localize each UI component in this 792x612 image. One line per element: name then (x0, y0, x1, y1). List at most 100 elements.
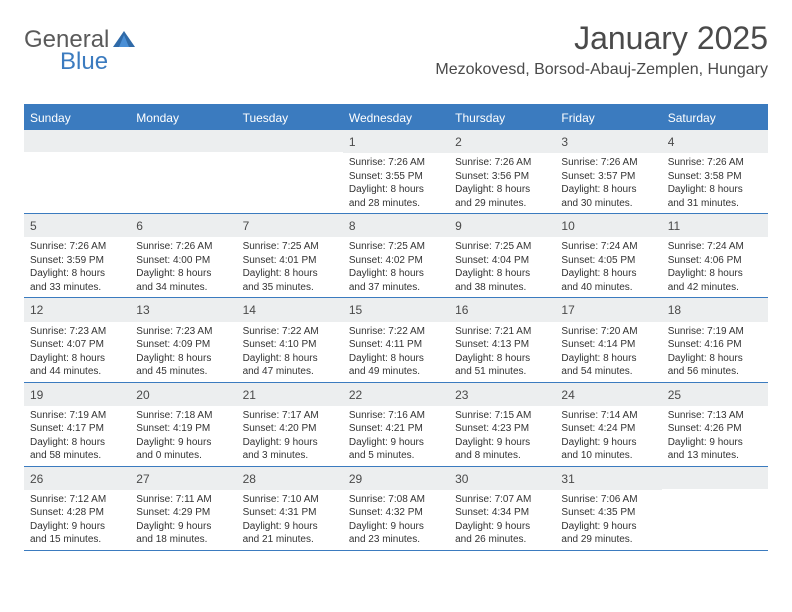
sunrise-line: Sunrise: 7:25 AM (455, 240, 549, 254)
daylight-line: Daylight: 8 hours and 40 minutes. (561, 267, 655, 294)
day-number: 17 (555, 298, 661, 321)
sunrise-line: Sunrise: 7:15 AM (455, 409, 549, 423)
header-cell-monday: Monday (130, 106, 236, 130)
sunset-line: Sunset: 3:56 PM (455, 170, 549, 184)
day-details: Sunrise: 7:22 AMSunset: 4:11 PMDaylight:… (343, 322, 449, 382)
sunrise-line: Sunrise: 7:24 AM (668, 240, 762, 254)
day-details: Sunrise: 7:17 AMSunset: 4:20 PMDaylight:… (237, 406, 343, 466)
sunset-line: Sunset: 4:26 PM (668, 422, 762, 436)
sunset-line: Sunset: 4:00 PM (136, 254, 230, 268)
sunset-line: Sunset: 3:59 PM (30, 254, 124, 268)
sunset-line: Sunset: 4:11 PM (349, 338, 443, 352)
day-details: Sunrise: 7:25 AMSunset: 4:01 PMDaylight:… (237, 237, 343, 297)
day-number: 31 (555, 467, 661, 490)
day-details: Sunrise: 7:24 AMSunset: 4:06 PMDaylight:… (662, 237, 768, 297)
week-row: 1Sunrise: 7:26 AMSunset: 3:55 PMDaylight… (24, 130, 768, 214)
sunrise-line: Sunrise: 7:19 AM (668, 325, 762, 339)
day-details: Sunrise: 7:26 AMSunset: 3:55 PMDaylight:… (343, 153, 449, 213)
day-cell: 17Sunrise: 7:20 AMSunset: 4:14 PMDayligh… (555, 298, 661, 381)
daylight-line: Daylight: 9 hours and 13 minutes. (668, 436, 762, 463)
day-details: Sunrise: 7:26 AMSunset: 4:00 PMDaylight:… (130, 237, 236, 297)
day-number-empty (237, 130, 343, 152)
day-cell: 4Sunrise: 7:26 AMSunset: 3:58 PMDaylight… (662, 130, 768, 213)
logo-sub: Blue (60, 48, 108, 76)
day-cell: 30Sunrise: 7:07 AMSunset: 4:34 PMDayligh… (449, 467, 555, 550)
day-number-empty (24, 130, 130, 152)
week-row: 12Sunrise: 7:23 AMSunset: 4:07 PMDayligh… (24, 298, 768, 382)
sunset-line: Sunset: 4:14 PM (561, 338, 655, 352)
day-cell: 2Sunrise: 7:26 AMSunset: 3:56 PMDaylight… (449, 130, 555, 213)
day-details: Sunrise: 7:24 AMSunset: 4:05 PMDaylight:… (555, 237, 661, 297)
day-number: 12 (24, 298, 130, 321)
day-cell: 19Sunrise: 7:19 AMSunset: 4:17 PMDayligh… (24, 383, 130, 466)
day-number: 19 (24, 383, 130, 406)
sunset-line: Sunset: 4:10 PM (243, 338, 337, 352)
day-number: 21 (237, 383, 343, 406)
day-number: 28 (237, 467, 343, 490)
day-details: Sunrise: 7:14 AMSunset: 4:24 PMDaylight:… (555, 406, 661, 466)
day-number-empty (662, 467, 768, 489)
sunrise-line: Sunrise: 7:22 AM (349, 325, 443, 339)
sunset-line: Sunset: 4:16 PM (668, 338, 762, 352)
day-number: 16 (449, 298, 555, 321)
day-cell: 13Sunrise: 7:23 AMSunset: 4:09 PMDayligh… (130, 298, 236, 381)
sunrise-line: Sunrise: 7:08 AM (349, 493, 443, 507)
day-details: Sunrise: 7:18 AMSunset: 4:19 PMDaylight:… (130, 406, 236, 466)
daylight-line: Daylight: 8 hours and 37 minutes. (349, 267, 443, 294)
day-number: 4 (662, 130, 768, 153)
daylight-line: Daylight: 9 hours and 5 minutes. (349, 436, 443, 463)
day-details: Sunrise: 7:19 AMSunset: 4:17 PMDaylight:… (24, 406, 130, 466)
day-details: Sunrise: 7:26 AMSunset: 3:56 PMDaylight:… (449, 153, 555, 213)
sunset-line: Sunset: 4:20 PM (243, 422, 337, 436)
week-row: 19Sunrise: 7:19 AMSunset: 4:17 PMDayligh… (24, 383, 768, 467)
day-details: Sunrise: 7:22 AMSunset: 4:10 PMDaylight:… (237, 322, 343, 382)
day-details: Sunrise: 7:07 AMSunset: 4:34 PMDaylight:… (449, 490, 555, 550)
day-details: Sunrise: 7:06 AMSunset: 4:35 PMDaylight:… (555, 490, 661, 550)
day-details: Sunrise: 7:23 AMSunset: 4:09 PMDaylight:… (130, 322, 236, 382)
day-number: 10 (555, 214, 661, 237)
header-cell-thursday: Thursday (449, 106, 555, 130)
day-number: 13 (130, 298, 236, 321)
day-cell: 16Sunrise: 7:21 AMSunset: 4:13 PMDayligh… (449, 298, 555, 381)
day-details: Sunrise: 7:12 AMSunset: 4:28 PMDaylight:… (24, 490, 130, 550)
weeks-container: 1Sunrise: 7:26 AMSunset: 3:55 PMDaylight… (24, 130, 768, 551)
day-number: 20 (130, 383, 236, 406)
sunrise-line: Sunrise: 7:26 AM (30, 240, 124, 254)
day-details: Sunrise: 7:23 AMSunset: 4:07 PMDaylight:… (24, 322, 130, 382)
sunset-line: Sunset: 4:13 PM (455, 338, 549, 352)
day-cell: 23Sunrise: 7:15 AMSunset: 4:23 PMDayligh… (449, 383, 555, 466)
logo-text-blue: Blue (60, 48, 108, 76)
sunrise-line: Sunrise: 7:14 AM (561, 409, 655, 423)
day-cell: 1Sunrise: 7:26 AMSunset: 3:55 PMDaylight… (343, 130, 449, 213)
header-cell-sunday: Sunday (24, 106, 130, 130)
daylight-line: Daylight: 9 hours and 29 minutes. (561, 520, 655, 547)
daylight-line: Daylight: 9 hours and 0 minutes. (136, 436, 230, 463)
day-cell: 10Sunrise: 7:24 AMSunset: 4:05 PMDayligh… (555, 214, 661, 297)
day-details: Sunrise: 7:15 AMSunset: 4:23 PMDaylight:… (449, 406, 555, 466)
day-cell: 20Sunrise: 7:18 AMSunset: 4:19 PMDayligh… (130, 383, 236, 466)
sunrise-line: Sunrise: 7:23 AM (30, 325, 124, 339)
day-cell: 27Sunrise: 7:11 AMSunset: 4:29 PMDayligh… (130, 467, 236, 550)
day-number: 27 (130, 467, 236, 490)
day-cell (662, 467, 768, 550)
daylight-line: Daylight: 8 hours and 51 minutes. (455, 352, 549, 379)
daylight-line: Daylight: 8 hours and 56 minutes. (668, 352, 762, 379)
sunrise-line: Sunrise: 7:17 AM (243, 409, 337, 423)
sunset-line: Sunset: 4:24 PM (561, 422, 655, 436)
day-number: 25 (662, 383, 768, 406)
day-number: 22 (343, 383, 449, 406)
daylight-line: Daylight: 8 hours and 29 minutes. (455, 183, 549, 210)
sunset-line: Sunset: 4:06 PM (668, 254, 762, 268)
day-number-empty (130, 130, 236, 152)
day-details: Sunrise: 7:26 AMSunset: 3:59 PMDaylight:… (24, 237, 130, 297)
logo-triangle-icon (113, 26, 135, 54)
daylight-line: Daylight: 8 hours and 58 minutes. (30, 436, 124, 463)
daylight-line: Daylight: 8 hours and 30 minutes. (561, 183, 655, 210)
sunrise-line: Sunrise: 7:26 AM (349, 156, 443, 170)
day-details: Sunrise: 7:25 AMSunset: 4:02 PMDaylight:… (343, 237, 449, 297)
sunrise-line: Sunrise: 7:26 AM (136, 240, 230, 254)
sunrise-line: Sunrise: 7:06 AM (561, 493, 655, 507)
day-details: Sunrise: 7:25 AMSunset: 4:04 PMDaylight:… (449, 237, 555, 297)
sunrise-line: Sunrise: 7:23 AM (136, 325, 230, 339)
sunset-line: Sunset: 4:17 PM (30, 422, 124, 436)
